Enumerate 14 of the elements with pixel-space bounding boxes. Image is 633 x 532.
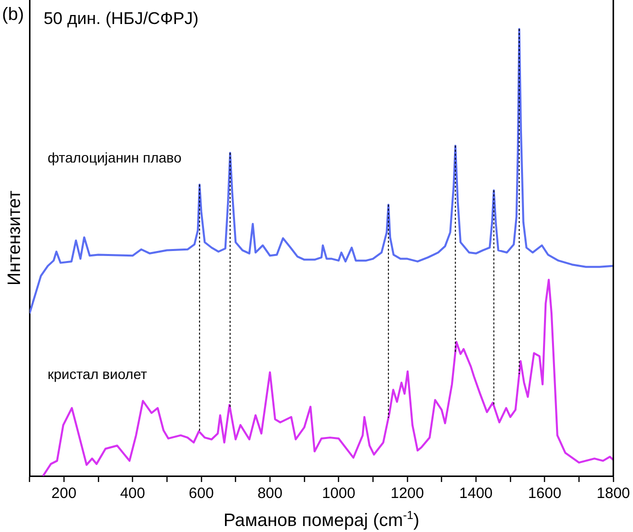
x-tick-label: 1800 <box>596 485 630 502</box>
text: (b) <box>2 4 24 25</box>
chart-title: 50 дин. (НБЈ/СФРЈ) <box>44 9 199 28</box>
x-tick-label: 600 <box>188 485 214 502</box>
x-tick-label: 1600 <box>528 485 562 502</box>
x-tick-label: 1000 <box>322 485 356 502</box>
x-tick-label: 1400 <box>459 485 493 502</box>
y-axis-title: Интензитет <box>4 190 24 286</box>
series-label: кристал виолет <box>48 366 148 382</box>
x-tick-label: 200 <box>51 485 76 502</box>
series-label: фталоцијанин плаво <box>48 150 182 166</box>
x-tick-label: 800 <box>257 485 282 502</box>
x-tick-label: 400 <box>120 485 146 502</box>
x-tick-label: 1200 <box>390 485 424 502</box>
